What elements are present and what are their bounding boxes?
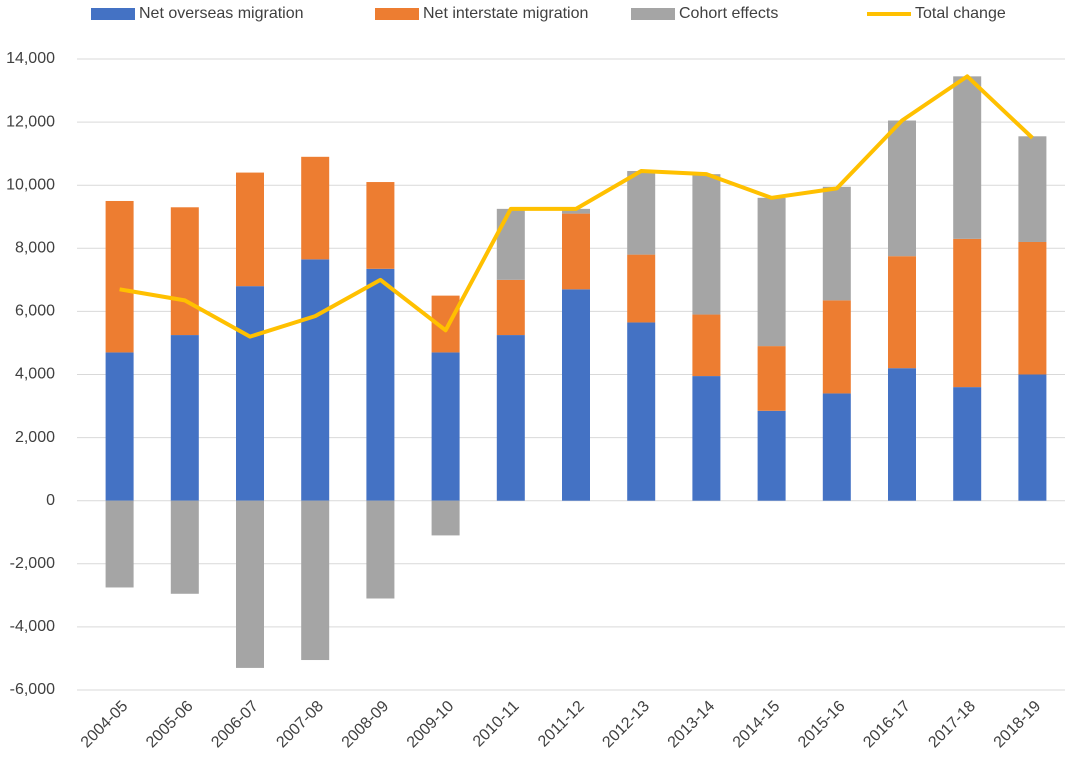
y-tick-label: 8,000 (15, 240, 55, 257)
bar (366, 182, 395, 269)
legend-swatch (631, 8, 675, 20)
x-tick-label: 2009-10 (404, 698, 458, 752)
y-tick-label: 14,000 (6, 50, 55, 67)
bar (562, 208, 590, 214)
x-tick-label: 2017-18 (925, 698, 979, 752)
bar (757, 410, 786, 501)
y-tick-label: -4,000 (10, 618, 55, 635)
bar (301, 500, 330, 661)
bar (496, 335, 525, 501)
x-tick-label: 2012-13 (599, 698, 653, 752)
bar (105, 352, 134, 501)
x-tick-label: 2014-15 (730, 698, 784, 752)
bar (170, 335, 199, 501)
y-tick-label: 10,000 (6, 176, 55, 193)
legend-label: Cohort effects (679, 5, 778, 22)
bar (301, 259, 330, 501)
x-tick-label: 2010-11 (470, 698, 523, 751)
bar (366, 268, 395, 501)
bar (692, 314, 721, 377)
legend-swatch (91, 8, 135, 20)
bar (170, 207, 199, 336)
y-tick-label: 4,000 (15, 366, 55, 383)
bar (953, 387, 982, 501)
bar (562, 213, 590, 290)
bar (1018, 374, 1047, 501)
bar (692, 174, 721, 315)
y-tick-label: -2,000 (10, 555, 55, 572)
x-tick-label: 2008-09 (339, 698, 393, 752)
x-tick-label: 2013-14 (665, 698, 719, 752)
legend-label: Net overseas migration (139, 5, 304, 22)
bar (888, 368, 916, 501)
y-tick-label: 6,000 (15, 303, 55, 320)
bar (301, 156, 330, 260)
bar (757, 346, 786, 411)
bar (366, 500, 395, 599)
bar (170, 500, 199, 594)
bar (757, 197, 786, 347)
legend-label: Net interstate migration (423, 5, 588, 22)
bar (562, 289, 590, 501)
bar (627, 254, 656, 323)
bar (236, 286, 264, 501)
y-tick-label: -6,000 (10, 681, 55, 698)
y-tick-label: 12,000 (6, 113, 55, 130)
x-tick-label: 2004-05 (78, 698, 132, 752)
bar (953, 76, 982, 239)
y-tick-label: 2,000 (15, 429, 55, 446)
bar (496, 208, 525, 280)
bar (1018, 136, 1047, 242)
x-tick-label: 2005-06 (143, 698, 197, 752)
x-tick-label: 2007-08 (273, 698, 327, 752)
bar (431, 352, 460, 501)
bar (822, 186, 851, 301)
bar (627, 171, 656, 255)
legend-label: Total change (915, 5, 1006, 22)
bar (627, 322, 656, 501)
x-tick-label: 2006-07 (208, 698, 262, 752)
x-tick-label: 2016-17 (860, 698, 914, 752)
bar (822, 393, 851, 501)
bar (888, 256, 916, 369)
x-tick-label: 2015-16 (795, 698, 849, 752)
x-tick-label: 2011-12 (535, 698, 588, 751)
bar (496, 279, 525, 336)
bar (236, 500, 264, 668)
bar (692, 376, 721, 501)
bar (953, 238, 982, 388)
legend-swatch (375, 8, 419, 20)
bar (431, 500, 460, 536)
bar (105, 500, 134, 588)
bar (1018, 241, 1047, 375)
x-tick-label: 2018-19 (991, 698, 1045, 752)
line (119, 74, 1034, 339)
bar (105, 200, 134, 353)
bar (822, 300, 851, 394)
bar (236, 172, 264, 287)
y-tick-label: 0 (46, 492, 55, 509)
bar (888, 120, 916, 257)
